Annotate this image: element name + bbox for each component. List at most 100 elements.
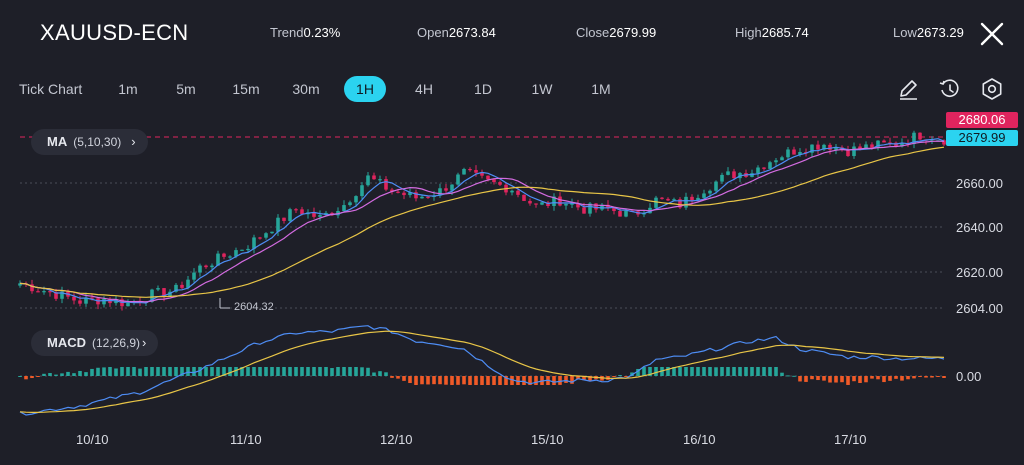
candle-body	[882, 140, 886, 143]
macd-bar	[876, 376, 880, 380]
macd-bar	[492, 376, 496, 385]
candle-body	[666, 198, 670, 201]
timeframe-1m[interactable]: 1m	[118, 81, 138, 97]
macd-bar	[576, 376, 580, 380]
candle-body	[564, 203, 568, 206]
macd-bar	[138, 368, 142, 376]
macd-bar	[870, 376, 874, 379]
timeframe-1mo[interactable]: 1M	[591, 81, 611, 97]
stat-open-value: 2673.84	[448, 25, 496, 40]
candle-body	[348, 202, 352, 206]
candle-body	[660, 197, 664, 199]
macd-bar	[714, 367, 718, 376]
candle-body	[942, 140, 946, 145]
timeframe-1w[interactable]: 1W	[531, 81, 553, 97]
candle-body	[360, 185, 364, 197]
macd-indicator-pill[interactable]: MACD (12,26,9) ›	[31, 330, 159, 356]
macd-bar	[270, 367, 274, 376]
macd-bar	[408, 376, 412, 384]
ma10-line	[19, 140, 945, 303]
candle-body	[240, 249, 244, 251]
macd-bar	[612, 376, 616, 377]
timeframe-toolbar: Tick Chart 1m 5m 15m 30m 1H 4H 1D 1W 1M	[0, 72, 1024, 106]
candle-body	[522, 194, 526, 201]
macd-bar	[522, 376, 526, 385]
macd-bar	[396, 376, 400, 379]
candle-body	[372, 175, 376, 180]
ma30-line	[19, 146, 945, 298]
macd-bar	[468, 376, 472, 385]
macd-bar	[54, 374, 58, 376]
macd-bar	[900, 376, 904, 381]
macd-bar	[216, 367, 220, 376]
macd-bar	[246, 367, 250, 376]
close-button[interactable]	[978, 20, 1006, 48]
macd-bar	[444, 376, 448, 385]
macd-bar	[390, 376, 394, 378]
draw-tool-button[interactable]	[895, 76, 921, 102]
candle-body	[852, 146, 856, 157]
macd-bar	[474, 376, 478, 385]
candle-body	[492, 179, 496, 183]
timer-button[interactable]	[937, 76, 963, 102]
macd-histogram	[18, 367, 946, 385]
candle-body	[612, 208, 616, 212]
macd-bar	[354, 367, 358, 376]
timeframe-4h[interactable]: 4H	[415, 81, 433, 97]
macd-bar	[816, 376, 820, 381]
candle-body	[870, 144, 874, 148]
tick-chart-button[interactable]: Tick Chart	[19, 81, 83, 97]
timeframe-30m[interactable]: 30m	[292, 81, 320, 97]
macd-bar	[846, 376, 850, 385]
macd-bar	[924, 376, 928, 378]
macd-bar	[762, 367, 766, 376]
macd-bar	[222, 367, 226, 376]
macd-bar	[342, 367, 346, 376]
timeframe-5m[interactable]: 5m	[176, 81, 196, 97]
candle-body	[252, 237, 256, 249]
macd-bar	[702, 367, 706, 376]
macd-bar	[720, 367, 724, 376]
y-tick-label: 2604.00	[956, 301, 1003, 316]
candle-body	[156, 288, 160, 290]
macd-bar	[450, 376, 454, 385]
candle-body	[786, 149, 790, 158]
macd-bar	[738, 367, 742, 376]
macd-bar	[114, 368, 118, 376]
macd-bar	[96, 367, 100, 376]
macd-bar	[312, 367, 316, 376]
candle-body	[234, 250, 238, 257]
candle-body	[456, 174, 460, 185]
ma-indicator-pill[interactable]: MA (5,10,30) ›	[31, 129, 148, 155]
timeframe-1h[interactable]: 1H	[344, 76, 386, 102]
y-tick-label: 2620.00	[956, 265, 1003, 280]
candle-body	[288, 209, 292, 221]
timeframe-1d[interactable]: 1D	[474, 81, 492, 97]
macd-bar	[162, 367, 166, 376]
candle-body	[762, 167, 766, 169]
candle-body	[498, 182, 502, 185]
candle-body	[486, 175, 490, 180]
candle-body	[378, 179, 382, 181]
candle-body	[684, 196, 688, 208]
grid	[20, 182, 945, 377]
candle-body	[186, 279, 190, 288]
macd-bar	[60, 373, 64, 376]
timeframe-15m[interactable]: 15m	[232, 81, 260, 97]
candle-body	[366, 175, 370, 186]
stat-close-key: Close	[576, 25, 610, 40]
macd-bar	[108, 367, 112, 376]
candle-body	[516, 190, 520, 195]
macd-bar	[150, 367, 154, 376]
macd-bar	[936, 376, 940, 377]
macd-lines	[19, 325, 945, 416]
macd-bar	[942, 376, 946, 379]
macd-bar	[642, 367, 646, 376]
settings-icon	[982, 78, 1002, 100]
candle-body	[780, 157, 784, 161]
candle-body	[312, 212, 316, 217]
settings-button[interactable]	[979, 76, 1005, 102]
macd-bar	[420, 376, 424, 385]
macd-bar	[516, 376, 520, 385]
